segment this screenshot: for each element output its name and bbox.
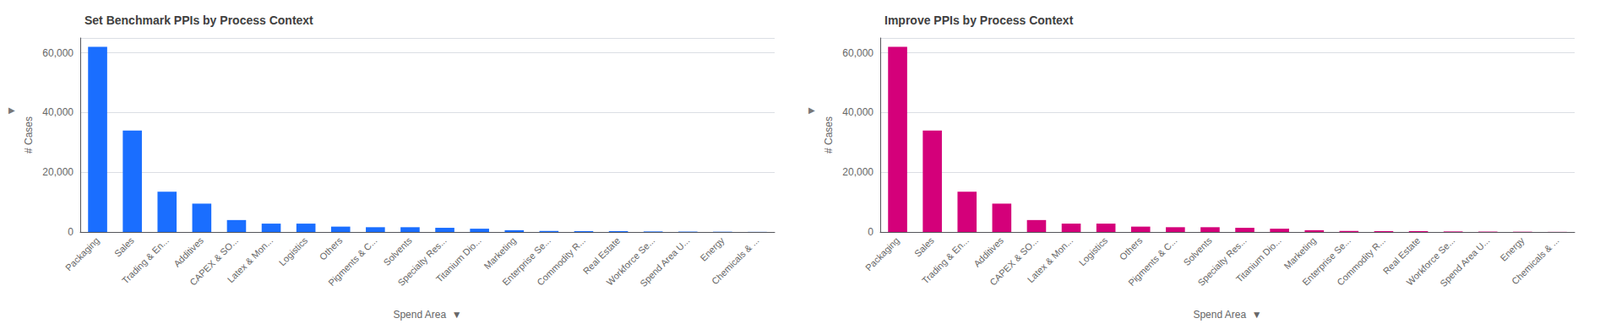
svg-text:Trading & En...: Trading & En... bbox=[119, 235, 171, 287]
svg-text:Sales: Sales bbox=[112, 234, 137, 259]
svg-text:Specialty Res...: Specialty Res... bbox=[1195, 235, 1249, 289]
svg-text:Commodity R...: Commodity R... bbox=[534, 235, 588, 289]
svg-text:Real Estate: Real Estate bbox=[580, 235, 623, 277]
svg-text:40,000: 40,000 bbox=[842, 106, 874, 119]
svg-text:Solvents: Solvents bbox=[380, 234, 414, 268]
svg-text:Spend Area U...: Spend Area U... bbox=[1437, 235, 1492, 289]
svg-text:0: 0 bbox=[67, 226, 74, 239]
svg-text:Additives: Additives bbox=[171, 234, 206, 269]
svg-text:Logistics: Logistics bbox=[277, 234, 311, 268]
svg-text:20,000: 20,000 bbox=[842, 166, 874, 179]
svg-text:Specialty Res...: Specialty Res... bbox=[395, 235, 449, 289]
svg-text:Marketing: Marketing bbox=[1281, 235, 1318, 273]
svg-text:Additives: Additives bbox=[971, 234, 1006, 269]
svg-text:Enterprise Se...: Enterprise Se... bbox=[500, 235, 553, 288]
svg-text:Spend Area U...: Spend Area U... bbox=[637, 235, 692, 289]
svg-text:40,000: 40,000 bbox=[42, 106, 74, 119]
svg-text:60,000: 60,000 bbox=[842, 47, 874, 60]
svg-text:Packaging: Packaging bbox=[863, 235, 902, 274]
svg-text:Latex & Mon...: Latex & Mon... bbox=[225, 235, 276, 286]
svg-text:Pigments & C...: Pigments & C... bbox=[1126, 235, 1179, 289]
svg-text:Latex & Mon...: Latex & Mon... bbox=[1025, 235, 1076, 286]
svg-text:# Cases: # Cases bbox=[822, 116, 835, 154]
svg-text:Trading & En...: Trading & En... bbox=[919, 235, 971, 287]
svg-text:CAPEX & SO...: CAPEX & SO... bbox=[987, 235, 1041, 288]
svg-text:Workforce Se...: Workforce Se... bbox=[1404, 235, 1457, 288]
svg-text:Pigments & C...: Pigments & C... bbox=[326, 235, 379, 289]
svg-text:Packaging: Packaging bbox=[63, 235, 102, 274]
svg-text:Chemicals & ...: Chemicals & ... bbox=[1509, 235, 1562, 288]
svg-text:▶: ▶ bbox=[808, 105, 816, 115]
svg-text:▶: ▶ bbox=[8, 105, 16, 115]
svg-text:Others: Others bbox=[317, 234, 345, 262]
svg-text:Spend Area ▼: Spend Area ▼ bbox=[392, 309, 462, 322]
svg-text:Others: Others bbox=[1117, 234, 1145, 262]
svg-text:Sales: Sales bbox=[912, 234, 937, 259]
svg-text:0: 0 bbox=[867, 226, 874, 239]
svg-text:Solvents: Solvents bbox=[1180, 234, 1214, 268]
svg-text:Energy: Energy bbox=[697, 234, 726, 263]
svg-text:# Cases: # Cases bbox=[22, 116, 35, 154]
svg-text:Energy: Energy bbox=[1497, 234, 1526, 263]
svg-text:20,000: 20,000 bbox=[42, 166, 74, 179]
svg-text:Logistics: Logistics bbox=[1077, 234, 1111, 268]
svg-text:Enterprise Se...: Enterprise Se... bbox=[1300, 235, 1353, 288]
svg-text:60,000: 60,000 bbox=[42, 47, 74, 60]
svg-text:Improve PPIs by Process Contex: Improve PPIs by Process Context bbox=[884, 13, 1074, 28]
svg-text:Marketing: Marketing bbox=[481, 235, 518, 273]
svg-text:Workforce Se...: Workforce Se... bbox=[604, 235, 657, 288]
svg-text:Set Benchmark PPIs by Process: Set Benchmark PPIs by Process Context bbox=[84, 13, 314, 28]
svg-text:CAPEX & SO...: CAPEX & SO... bbox=[187, 235, 241, 288]
svg-text:Titanium Dio...: Titanium Dio... bbox=[1234, 235, 1284, 285]
svg-text:Commodity R...: Commodity R... bbox=[1334, 235, 1388, 289]
svg-text:Spend Area ▼: Spend Area ▼ bbox=[1192, 309, 1262, 322]
svg-text:Real Estate: Real Estate bbox=[1380, 235, 1423, 277]
svg-text:Chemicals & ...: Chemicals & ... bbox=[709, 235, 762, 288]
svg-text:Titanium Dio...: Titanium Dio... bbox=[434, 235, 484, 285]
